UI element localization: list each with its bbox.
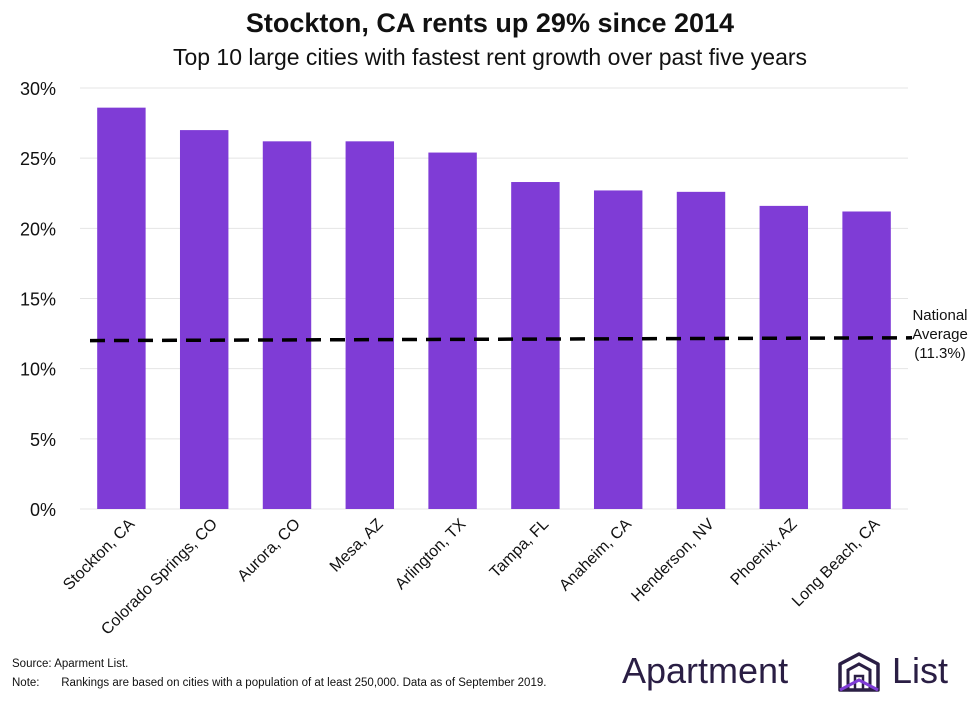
bar (593, 190, 643, 509)
x-tick-label: Stockton, CA (60, 516, 138, 594)
x-tick-label: Anaheim, CA (556, 516, 635, 595)
bar (511, 182, 560, 510)
footnote: Note: Rankings are based on cities with … (12, 677, 546, 689)
logo-word-apartment: Apartment (622, 650, 789, 691)
y-tick-label: 5% (30, 430, 56, 450)
source-note: Source: Aparment List. (12, 658, 128, 670)
chart-title: Stockton, CA rents up 29% since 2014 (245, 8, 735, 38)
apartment-list-logo: Apartment List (622, 648, 962, 694)
y-tick-label: 30% (20, 79, 56, 99)
national-average-label-line: Average (912, 326, 968, 343)
bar (262, 141, 312, 509)
y-tick-label: 20% (20, 219, 56, 239)
bar (759, 205, 809, 509)
note-label: Note: (12, 677, 40, 689)
y-tick-label: 25% (20, 149, 56, 169)
y-tick-label: 0% (30, 500, 56, 520)
national-average-label: National Average (11.3%) (900, 306, 980, 363)
x-tick-label: Arlington, TX (392, 516, 469, 593)
chart-subtitle: Top 10 large cities with fastest rent gr… (172, 44, 808, 70)
national-average-label-line: National (912, 307, 968, 324)
bars (97, 107, 891, 510)
x-tick-label: Phoenix, AZ (728, 516, 801, 589)
bar (97, 107, 146, 509)
logo-word-list: List (892, 650, 949, 691)
bar (842, 211, 891, 509)
bar (428, 152, 477, 509)
x-tick-label: Aurora, CO (235, 516, 304, 585)
reference-line-group (89, 336, 913, 343)
national-average-line (89, 336, 913, 343)
source-text: Aparment List. (54, 658, 129, 670)
note-text: Rankings are based on cities with a popu… (61, 677, 547, 689)
y-tick-label: 15% (20, 290, 56, 310)
national-average-label-line: (11.3%) (914, 345, 966, 362)
bar (676, 191, 726, 509)
bar (179, 130, 229, 509)
y-tick-label: 10% (20, 360, 56, 380)
x-tick-label: Long Beach, CA (789, 516, 884, 611)
x-tick-label: Tampa, FL (487, 516, 553, 582)
building-icon (838, 652, 880, 692)
x-tick-label: Henderson, NV (628, 516, 718, 606)
source-label: Source: (12, 658, 52, 670)
bar (345, 141, 395, 509)
y-axis-ticks: 0% 5% 10% 15% 20% 25% 30% (20, 79, 56, 520)
x-tick-label: Mesa, AZ (327, 516, 387, 576)
